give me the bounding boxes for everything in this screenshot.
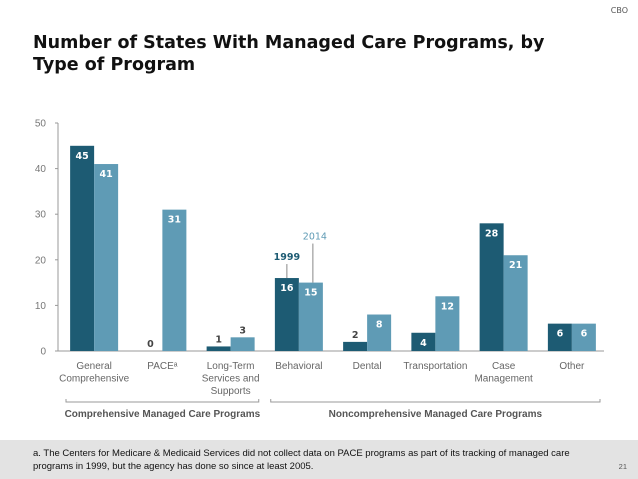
- data-label: 12: [441, 301, 454, 312]
- y-tick-label: 0: [40, 347, 46, 358]
- page-number: 21: [618, 462, 627, 471]
- bar-2014: [367, 314, 392, 351]
- group-bracket: [270, 399, 601, 403]
- data-label: 3: [239, 325, 246, 336]
- bar-1999: [547, 323, 572, 351]
- bar-1999: [206, 346, 231, 351]
- bar-2014: [503, 255, 528, 351]
- x-tick-label: Other: [559, 361, 585, 372]
- footnote-bar: a. The Centers for Medicare & Medicaid S…: [0, 440, 638, 479]
- y-tick-label: 40: [35, 164, 47, 175]
- data-label: 28: [485, 228, 499, 239]
- data-label: 6: [557, 329, 564, 340]
- bar-2014: [298, 282, 323, 351]
- y-tick-label: 20: [35, 255, 47, 266]
- x-tick-label: Management: [474, 374, 533, 385]
- data-label: 1: [215, 334, 222, 345]
- bar-2014: [435, 296, 460, 351]
- bar-2014: [571, 323, 596, 351]
- x-tick-label: Services and: [202, 374, 260, 385]
- bar-1999: [479, 223, 504, 351]
- data-label: 8: [376, 320, 383, 331]
- data-label: 41: [100, 169, 113, 180]
- bar-1999: [411, 332, 436, 351]
- bar-1999: [274, 278, 299, 351]
- legend-label-2014: 2014: [303, 232, 327, 243]
- bar-2014: [230, 337, 255, 351]
- group-label: Comprehensive Managed Care Programs: [65, 409, 261, 420]
- footnote-text: a. The Centers for Medicare & Medicaid S…: [33, 448, 570, 472]
- group-bracket: [65, 399, 260, 403]
- x-tick-label: Behavioral: [275, 361, 322, 372]
- data-label: 2: [352, 330, 359, 341]
- x-tick-label: Dental: [353, 361, 382, 372]
- y-tick-label: 30: [35, 210, 47, 221]
- data-label: 0: [147, 339, 154, 350]
- group-label: Noncomprehensive Managed Care Programs: [329, 409, 543, 420]
- x-tick-label: Supports: [211, 386, 251, 397]
- x-tick-label: Transportation: [403, 361, 467, 372]
- page-title: Number of States With Managed Care Progr…: [33, 33, 545, 75]
- data-label: 31: [168, 215, 181, 226]
- bar-2014: [162, 209, 187, 351]
- x-tick-label: Case: [492, 361, 516, 372]
- x-tick-label: PACEᵃ: [147, 361, 177, 372]
- data-label: 21: [509, 260, 522, 271]
- data-label: 45: [76, 151, 89, 162]
- x-tick-label: Long-Term: [207, 361, 255, 372]
- data-label: 15: [304, 288, 317, 299]
- x-tick-label: General: [76, 361, 112, 372]
- legend-label-1999: 1999: [274, 252, 300, 263]
- data-label: 16: [280, 283, 294, 294]
- bar-1999: [343, 341, 368, 351]
- data-label: 4: [420, 338, 427, 349]
- bar-chart: 010203040504541GeneralComprehensive031PA…: [35, 119, 604, 420]
- bar-1999: [70, 145, 95, 351]
- x-tick-label: Comprehensive: [59, 374, 129, 385]
- bar-2014: [94, 164, 119, 351]
- y-tick-label: 50: [35, 119, 47, 130]
- data-label: 6: [581, 329, 588, 340]
- cbo-logo: CBO: [610, 6, 628, 15]
- y-tick-label: 10: [35, 301, 47, 312]
